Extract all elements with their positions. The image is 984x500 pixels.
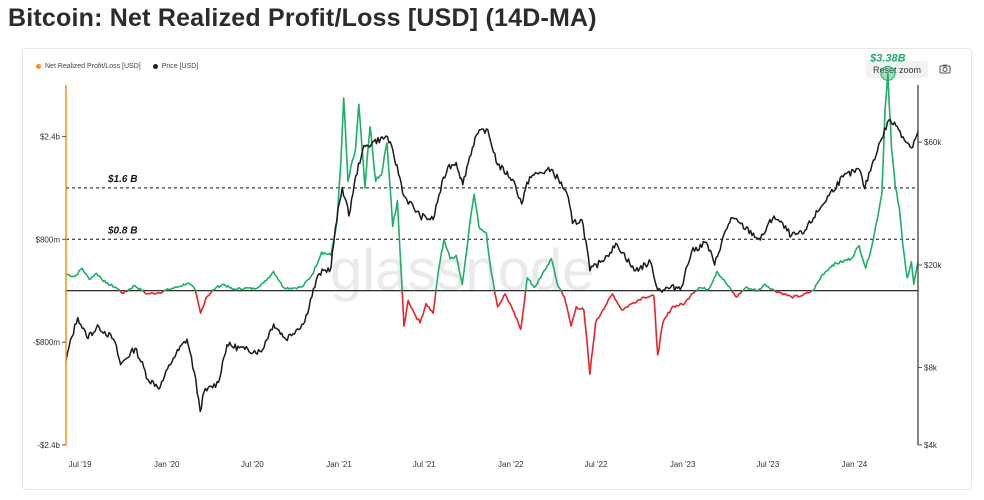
- right-tick-label: $60k: [924, 138, 942, 147]
- right-tick-label: $4k: [924, 441, 938, 450]
- peak-marker: [880, 65, 896, 81]
- profit-segment-6: [163, 282, 197, 292]
- legend-item-price[interactable]: Price [USD]: [152, 63, 199, 70]
- loss-segment-1: [119, 290, 129, 295]
- x-tick-label: Jan '24: [842, 460, 868, 469]
- loss-segment-15: [730, 290, 744, 298]
- legend-label-price: Price [USD]: [161, 63, 199, 70]
- loss-segment-9: [401, 290, 437, 327]
- left-tick-label: -$2.4b: [37, 441, 60, 450]
- page-title: Bitcoin: Net Realized Profit/Loss [USD] …: [8, 4, 597, 32]
- right-tick-label: $8k: [924, 363, 938, 372]
- profit-segment-8: [211, 97, 403, 292]
- profit-segment-0: [65, 267, 121, 292]
- camera-icon[interactable]: [939, 63, 951, 75]
- profit-segment-2: [127, 284, 143, 292]
- x-tick-label: Jul '20: [241, 460, 264, 469]
- profit-segment-18: [757, 283, 775, 292]
- left-tick-label: $800m: [36, 235, 61, 244]
- reset-zoom-button[interactable]: Reset zoom: [866, 61, 928, 78]
- loss-segment-5: [142, 290, 165, 295]
- left-tick-label: -$800m: [33, 338, 60, 347]
- x-tick-label: Jan '20: [154, 460, 180, 469]
- profit-segment-12: [524, 257, 562, 292]
- x-tick-label: Jan '23: [670, 460, 696, 469]
- profit-segment-20: [810, 72, 919, 292]
- left-tick-label: $2.4b: [40, 132, 61, 141]
- x-tick-label: Jul '19: [69, 460, 92, 469]
- chart-legend: Net Realized Profit/Loss [USD] Price [US…: [36, 63, 198, 70]
- peak-label: $3.38B: [869, 52, 906, 64]
- x-tick-label: Jul '22: [585, 460, 608, 469]
- loss-segment-11: [493, 290, 527, 331]
- loss-segment-13: [560, 290, 698, 376]
- x-tick-label: Jan '21: [326, 460, 352, 469]
- legend-item-nrpl[interactable]: Net Realized Profit/Loss [USD]: [36, 63, 141, 70]
- profit-segment-10: [435, 193, 496, 291]
- profit-segment-14: [695, 270, 733, 292]
- reference-label-low: $0.8 B: [107, 225, 137, 236]
- price-line: [65, 118, 919, 413]
- x-tick-label: Jul '23: [756, 460, 779, 469]
- watermark: glassnode: [330, 238, 594, 303]
- x-tick-label: Jul '21: [413, 460, 436, 469]
- profit-segment-4: [141, 289, 144, 292]
- legend-dot-price: [152, 64, 158, 69]
- profit-segment-16: [742, 286, 757, 292]
- chart-card: [22, 48, 972, 490]
- loss-segment-19: [773, 290, 813, 299]
- legend-label-nrpl: Net Realized Profit/Loss [USD]: [45, 63, 141, 70]
- right-tick-label: $20k: [924, 261, 942, 270]
- reference-label-high: $1.6 B: [107, 174, 137, 185]
- legend-dot-nrpl: [36, 64, 41, 69]
- loss-segment-7: [194, 290, 213, 314]
- x-tick-label: Jan '22: [498, 460, 524, 469]
